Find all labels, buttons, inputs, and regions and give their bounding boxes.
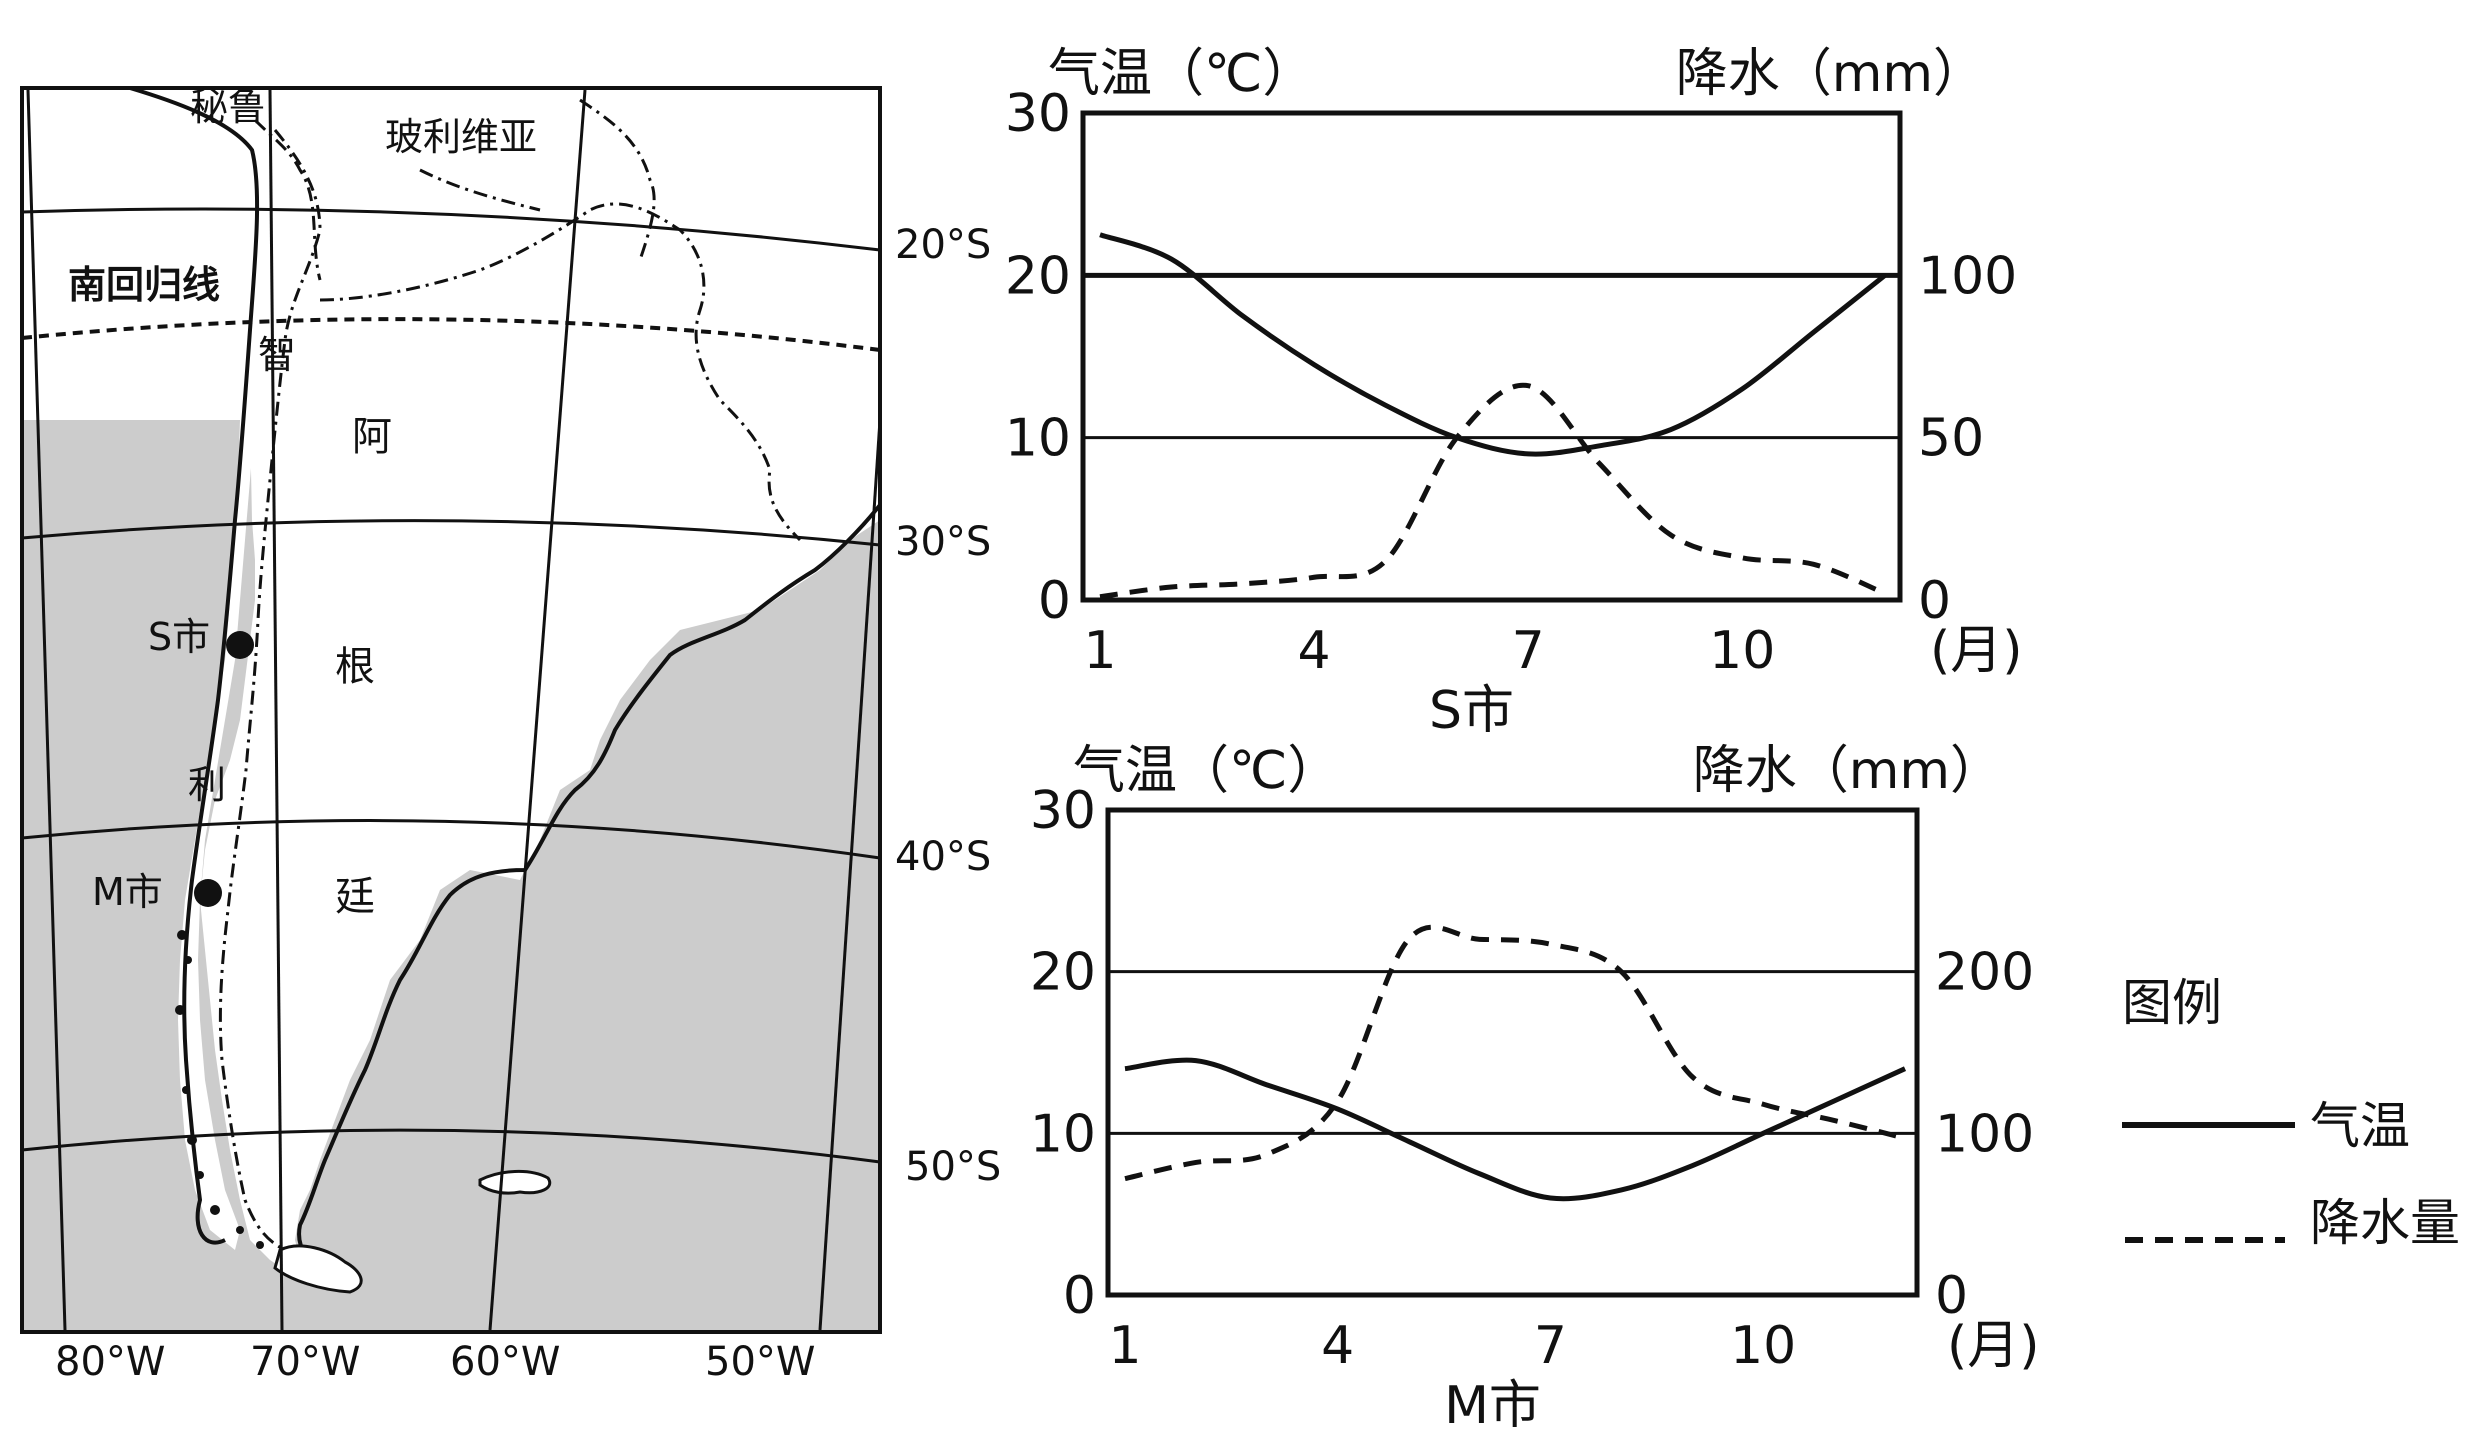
plot-frame xyxy=(1105,807,1920,1298)
temperature-line xyxy=(1099,232,1887,457)
label-city-m: M市 xyxy=(92,870,163,914)
city-marker-s xyxy=(226,631,254,659)
tierra-del-fuego xyxy=(273,1244,363,1294)
bolivia-border xyxy=(253,98,656,281)
y-right-axis-title: 降水（mm） xyxy=(1693,741,2002,801)
precipitation-line xyxy=(1099,382,1886,600)
longitude-lines xyxy=(26,89,882,1331)
map-frame xyxy=(20,86,882,1334)
chile-islands xyxy=(175,930,264,1249)
label-argentina-2: 根 xyxy=(335,644,375,690)
y-right-tick-label: 100 xyxy=(1935,1104,2034,1164)
y-left-tick-label: 30 xyxy=(1030,781,1096,841)
lat-label-30: 30°S xyxy=(895,519,991,565)
climate-chart-m: 0 10 20 30 0 100 200 1 4 7 10 (月) 气温（℃） 降水（mm） M市 xyxy=(1030,741,2040,1436)
y-right-tick-label: 0 xyxy=(1918,571,1951,631)
y-right-tick-label: 50 xyxy=(1918,409,1984,469)
y-left-tick-label: 0 xyxy=(1063,1266,1096,1326)
y-left-tick-label: 30 xyxy=(1005,84,1071,144)
label-argentina-1: 阿 xyxy=(352,414,392,460)
lon-label-80: 80°W xyxy=(55,1339,165,1385)
x-unit-label: (月) xyxy=(1930,621,2023,681)
x-tick-label: 7 xyxy=(1534,1316,1567,1376)
y-left-tick-label: 20 xyxy=(1005,246,1071,306)
x-tick-label: 1 xyxy=(1108,1316,1141,1376)
y-right-tick-label: 100 xyxy=(1918,246,2017,306)
y-left-axis-title: 气温（℃） xyxy=(1073,741,1339,801)
label-argentina-3: 廷 xyxy=(335,874,375,920)
x-unit-label: (月) xyxy=(1947,1316,2040,1376)
chart-title: S市 xyxy=(1429,681,1514,741)
label-city-s: S市 xyxy=(148,615,210,659)
y-left-axis-title: 气温（℃） xyxy=(1048,44,1314,104)
west-coastline xyxy=(129,86,260,1245)
lon-label-60: 60°W xyxy=(450,1339,560,1385)
precipitation-line xyxy=(1124,924,1906,1182)
label-tropic: 南回归线 xyxy=(68,263,220,307)
x-tick-label: 7 xyxy=(1512,621,1545,681)
lat-label-20: 20°S xyxy=(895,222,991,268)
x-tick-label: 1 xyxy=(1083,621,1116,681)
label-peru: 秘鲁 xyxy=(190,85,266,129)
y-left-tick-label: 0 xyxy=(1038,571,1071,631)
y-left-tick-label: 10 xyxy=(1005,409,1071,469)
chart-title: M市 xyxy=(1444,1376,1541,1436)
legend: 图例 气温 降水量 xyxy=(2122,974,2460,1252)
tropic-of-capricorn xyxy=(21,317,881,352)
chile-argentina-border xyxy=(218,129,322,1252)
lat-label-50: 50°S xyxy=(905,1144,1001,1190)
x-tick-label: 10 xyxy=(1709,621,1775,681)
y-right-axis-title: 降水（mm） xyxy=(1676,44,1985,104)
y-right-tick-label: 200 xyxy=(1935,943,2034,1003)
legend-title: 图例 xyxy=(2122,974,2222,1032)
y-left-tick-label: 10 xyxy=(1030,1104,1096,1164)
label-chile-2: 利 xyxy=(188,763,226,807)
map-panel: 秘鲁 玻利维亚 智 利 阿 根 廷 南回归线 S市 M市 20°S 30°S 4… xyxy=(20,85,1001,1385)
temperature-line xyxy=(1124,1057,1907,1202)
x-tick-label: 4 xyxy=(1298,621,1331,681)
legend-temp-label: 气温 xyxy=(2310,1097,2410,1155)
legend-precip-label: 降水量 xyxy=(2310,1194,2460,1252)
lon-label-70: 70°W xyxy=(250,1339,360,1385)
land-argentina xyxy=(200,420,880,1280)
lon-label-50: 50°W xyxy=(705,1339,815,1385)
label-bolivia: 玻利维亚 xyxy=(385,115,537,159)
plot-frame xyxy=(1080,110,1903,603)
x-tick-label: 10 xyxy=(1730,1316,1796,1376)
label-chile-1: 智 xyxy=(258,333,296,377)
x-tick-label: 4 xyxy=(1321,1316,1354,1376)
lat-label-40: 40°S xyxy=(895,834,991,880)
latitude-lines xyxy=(21,207,881,1164)
falkland-islands xyxy=(478,1169,552,1195)
climate-chart-s: 0 10 20 30 0 50 100 1 4 7 10 (月) 气温（℃） 降水（mm） S市 xyxy=(1005,44,2023,741)
y-right-tick-label: 0 xyxy=(1935,1266,1968,1326)
y-left-tick-label: 20 xyxy=(1030,943,1096,1003)
city-marker-m xyxy=(194,879,222,907)
land-chile xyxy=(178,420,255,1250)
